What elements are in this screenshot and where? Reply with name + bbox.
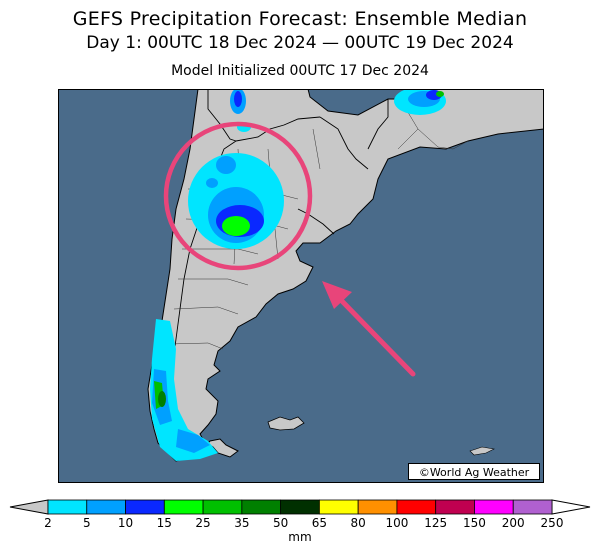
precipitation-map <box>58 89 544 483</box>
legend-tick-label: 80 <box>351 516 366 530</box>
precipitation-central-argentina <box>188 153 284 249</box>
precipitation-patagonia <box>150 319 218 461</box>
legend-tick-label: 5 <box>83 516 91 530</box>
legend-tick-label: 2 <box>44 516 52 530</box>
credit-label: ©World Ag Weather <box>408 463 540 480</box>
model-initialized: Model Initialized 00UTC 17 Dec 2024 <box>171 63 429 79</box>
legend-under-triangle <box>9 499 49 515</box>
legend-tick-label: 35 <box>234 516 249 530</box>
legend-color-box <box>512 499 553 515</box>
legend-color-box <box>241 499 282 515</box>
legend-tick-label: 10 <box>118 516 133 530</box>
legend-unit: mm <box>288 530 311 544</box>
legend-color-box <box>357 499 398 515</box>
legend-tick-label: 15 <box>157 516 172 530</box>
legend-tick-label: 25 <box>195 516 210 530</box>
legend-color-box <box>202 499 243 515</box>
legend-color-box <box>474 499 514 515</box>
precipitation-brazil-coast <box>394 89 446 115</box>
legend-color-box <box>47 499 88 515</box>
legend-color-box <box>163 499 204 515</box>
legend-color-box <box>435 499 475 515</box>
legend-color-box <box>396 499 437 515</box>
map-frame <box>58 89 544 483</box>
legend-color-box <box>318 499 359 515</box>
legend-tick-label: 150 <box>463 516 486 530</box>
map-title: GEFS Precipitation Forecast: Ensemble Me… <box>72 8 528 30</box>
legend-tick-label: 200 <box>502 516 525 530</box>
legend-over-triangle <box>551 499 591 515</box>
legend-tick-label: 50 <box>273 516 288 530</box>
legend-tick-label: 250 <box>541 516 564 530</box>
legend-tick-label: 65 <box>312 516 327 530</box>
legend-color-box <box>280 499 320 515</box>
legend-color-box <box>86 499 126 515</box>
pointer-arrow <box>322 281 416 377</box>
legend-color-box <box>125 499 165 515</box>
legend-tick-label: 125 <box>424 516 447 530</box>
south-georgia <box>469 446 495 456</box>
falkland-islands <box>267 416 305 431</box>
legend-tick-label: 100 <box>385 516 408 530</box>
forecast-period: Day 1: 00UTC 18 Dec 2024 — 00UTC 19 Dec … <box>86 33 514 53</box>
highlight-circle <box>163 121 313 271</box>
